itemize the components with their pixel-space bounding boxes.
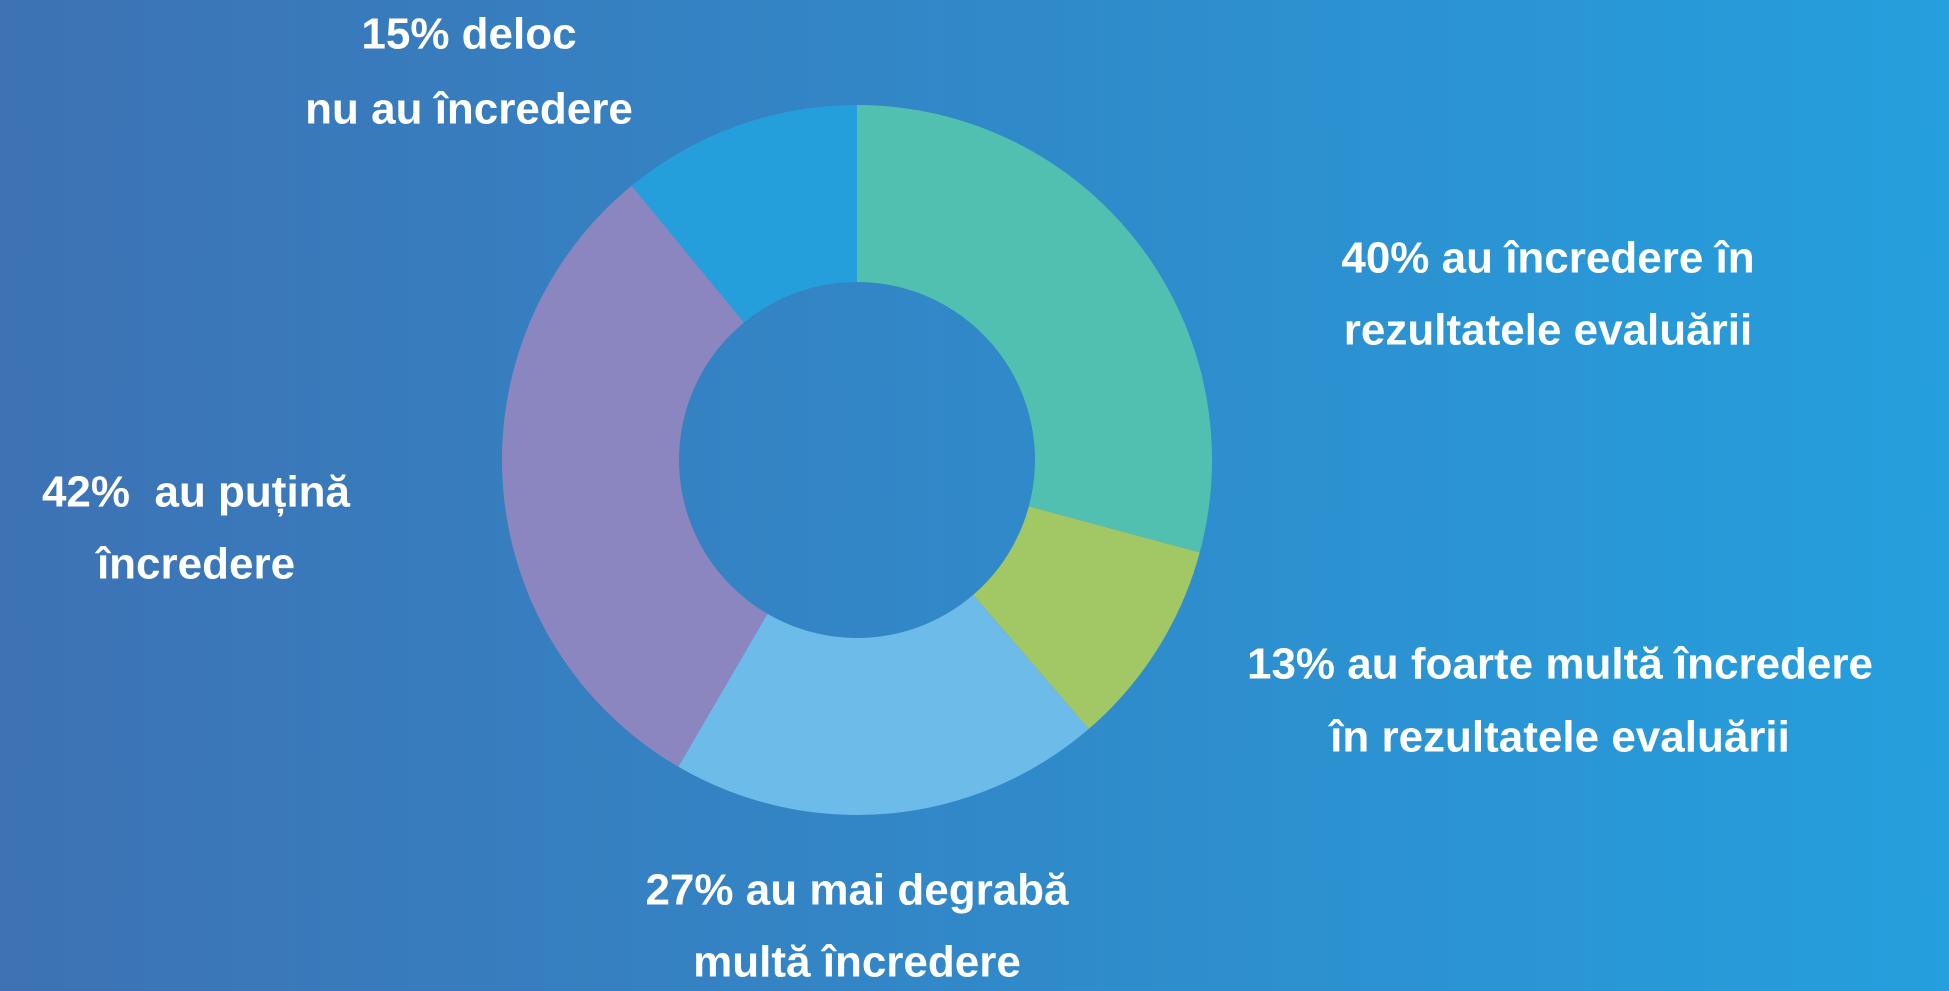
slice-label: 42% au puțină [42, 468, 351, 517]
slice-label: 15% deloc [361, 10, 576, 59]
slice-label: multă încredere [693, 938, 1021, 987]
donut-slice [502, 185, 768, 767]
slice-label: 27% au mai degrabă [645, 866, 1069, 915]
slice-label: 13% au foarte multă încredere [1247, 640, 1873, 689]
donut-slice [678, 594, 1089, 815]
slice-label: nu au încredere [305, 85, 633, 134]
slice-label: 40% au încredere în [1341, 234, 1754, 283]
slice-label: rezultatele evaluării [1344, 306, 1752, 355]
slice-label: în rezultatele evaluării [1328, 713, 1790, 762]
donut-slice [857, 105, 1212, 553]
donut-slice [973, 506, 1200, 730]
slice-label: încredere [95, 540, 295, 589]
donut-slice [631, 105, 857, 323]
